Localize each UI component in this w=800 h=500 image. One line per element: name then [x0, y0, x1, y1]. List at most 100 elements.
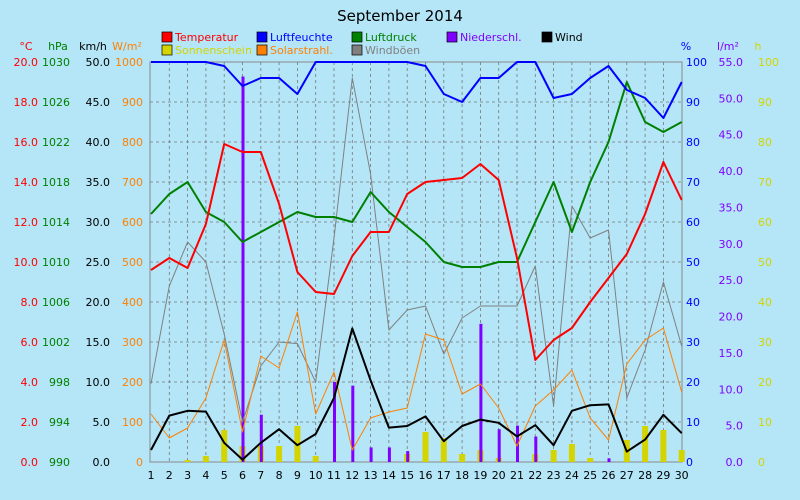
tick-label-solar: 1000 [115, 56, 143, 69]
tick-label-solar: 300 [122, 336, 143, 349]
bar-sun [312, 456, 319, 462]
bar-sun [550, 450, 557, 462]
bar-rain [259, 414, 263, 462]
tick-label-wind: 50.0 [86, 56, 111, 69]
tick-label-temp: 16.0 [14, 136, 39, 149]
legend-label-gusts: Windböen [365, 44, 420, 57]
x-tick-label: 2 [166, 469, 173, 482]
unit-label-wind: km/h [79, 40, 107, 53]
x-tick-label: 11 [327, 469, 341, 482]
legend-label-humidity: Luftfeuchte [270, 31, 333, 44]
unit-label-humidity: % [681, 40, 691, 53]
tick-label-sun: 0 [758, 456, 765, 469]
legend-swatch-pressure [351, 31, 363, 43]
legend-label-wind: Wind [555, 31, 583, 44]
legend-label-pressure: Luftdruck [365, 31, 417, 44]
tick-label-wind: 0.0 [93, 456, 111, 469]
x-tick-label: 23 [547, 469, 561, 482]
bar-rain [351, 385, 355, 462]
tick-label-pressure: 1006 [42, 296, 70, 309]
axis-units: °C hPa km/h W/m²% l/m² h [19, 40, 761, 53]
bar-sun [660, 430, 667, 462]
x-tick-label: 13 [364, 469, 378, 482]
tick-label-humidity: 70 [686, 176, 700, 189]
bar-rain [607, 458, 611, 462]
tick-label-humidity: 90 [686, 96, 700, 109]
tick-label-sun: 30 [758, 336, 772, 349]
legend-swatch-rain [446, 31, 458, 43]
tick-label-humidity: 20 [686, 376, 700, 389]
tick-label-temp: 12.0 [14, 216, 39, 229]
line-humidity [151, 61, 683, 119]
x-axis-tick-labels: 1 2 3 4 5 6 7 8 9 10 11 12 13 14 15 16 17 18 19 20 21 22 23 24 2… [148, 469, 689, 482]
tick-label-temp: 0.0 [21, 456, 39, 469]
line-wind [150, 327, 683, 461]
x-tick-label: 1 [148, 469, 155, 482]
tick-label-rain: 25.0 [719, 274, 744, 287]
x-tick-label: 22 [528, 469, 542, 482]
tick-label-solar: 0 [136, 456, 143, 469]
unit-label-pressure: hPa [48, 40, 68, 53]
bar-rain [369, 447, 373, 462]
x-tick-label: 28 [638, 469, 652, 482]
unit-label-solar: W/m² [112, 40, 142, 53]
legend-label-sun: Sonnenschein [175, 44, 252, 57]
tick-label-temp: 14.0 [14, 176, 39, 189]
tick-label-temp: 6.0 [21, 336, 39, 349]
tick-label-wind: 35.0 [86, 176, 111, 189]
x-tick-label: 12 [345, 469, 359, 482]
tick-label-sun: 40 [758, 296, 772, 309]
tick-label-temp: 8.0 [21, 296, 39, 309]
x-tick-label: 20 [492, 469, 506, 482]
x-tick-label: 5 [221, 469, 228, 482]
bar-rain [241, 76, 245, 462]
bar-sun [459, 454, 466, 462]
bar-sun [642, 426, 649, 462]
tick-label-sun: 70 [758, 176, 772, 189]
legend-swatch-solar [256, 44, 268, 56]
tick-label-wind: 40.0 [86, 136, 111, 149]
bar-sun [422, 432, 429, 462]
tick-label-sun: 20 [758, 376, 772, 389]
x-tick-label: 15 [400, 469, 414, 482]
tick-label-wind: 30.0 [86, 216, 111, 229]
tick-label-sun: 90 [758, 96, 772, 109]
line-temp [150, 143, 683, 361]
tick-label-rain: 30.0 [719, 238, 744, 251]
x-tick-label: 26 [602, 469, 616, 482]
x-tick-label: 16 [419, 469, 433, 482]
tick-label-humidity: 100 [686, 56, 707, 69]
tick-label-solar: 700 [122, 176, 143, 189]
tick-label-rain: 15.0 [719, 347, 744, 360]
tick-label-pressure: 1002 [42, 336, 70, 349]
x-tick-label: 18 [455, 469, 469, 482]
tick-label-pressure: 994 [49, 416, 70, 429]
tick-label-pressure: 1010 [42, 256, 70, 269]
legend-label-rain: Niederschl. [460, 31, 522, 44]
legend-swatch-sun [161, 44, 173, 56]
bar-sun [587, 458, 594, 462]
tick-label-rain: 55.0 [719, 56, 744, 69]
bar-sun [202, 456, 209, 462]
tick-label-rain: 10.0 [719, 383, 744, 396]
tick-label-solar: 800 [122, 136, 143, 149]
tick-label-solar: 200 [122, 376, 143, 389]
x-tick-label: 3 [184, 469, 191, 482]
unit-label-sun: h [755, 40, 762, 53]
tick-label-rain: 5.0 [726, 420, 744, 433]
tick-label-wind: 25.0 [86, 256, 111, 269]
axis-tick-labels: 0.0 2.0 4.0 6.0 8.0 10.0 12.0 14.0 16.0 18.0 20.0 9… [14, 56, 780, 469]
tick-label-wind: 15.0 [86, 336, 111, 349]
bar-rain [387, 447, 391, 462]
tick-label-solar: 100 [122, 416, 143, 429]
legend-swatch-gusts [351, 44, 363, 56]
tick-label-sun: 10 [758, 416, 772, 429]
bar-sun [276, 446, 283, 462]
x-tick-label: 19 [473, 469, 487, 482]
unit-label-temp: °C [19, 40, 33, 53]
x-tick-label: 17 [437, 469, 451, 482]
tick-label-temp: 20.0 [14, 56, 39, 69]
tick-label-sun: 60 [758, 216, 772, 229]
bar-sun [568, 444, 575, 462]
